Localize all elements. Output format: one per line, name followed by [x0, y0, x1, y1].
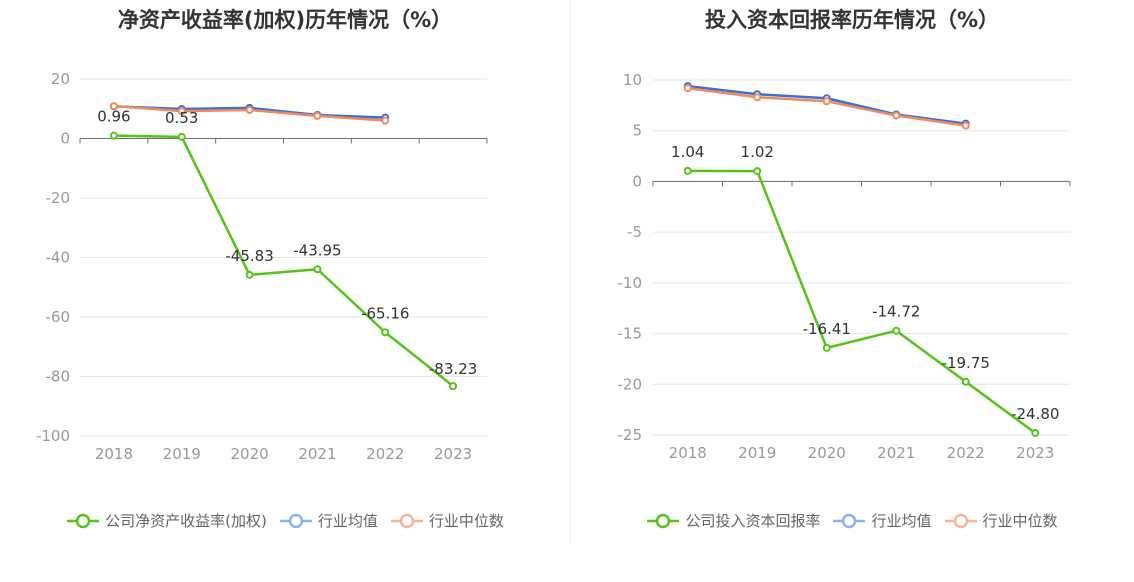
x-tick-label: 2020 [808, 444, 846, 462]
legend-label: 行业均值 [871, 512, 932, 530]
data-point [109, 102, 118, 111]
x-tick-label: 2018 [669, 444, 707, 462]
data-label: -24.80 [1011, 405, 1059, 423]
data-label: -83.23 [429, 360, 477, 378]
data-label: -45.83 [225, 247, 273, 265]
x-tick-label: 2022 [366, 445, 404, 463]
data-point [177, 107, 186, 116]
chart-title: 投入资本回报率历年情况（%） [704, 8, 1000, 32]
roic-plot: 10 5 0 -5 -10 -15 -20 -25 2018 2019 2020 2021 2022 20… [618, 71, 1071, 462]
roe-plot: 20 0 -20 -40 -60 -80 -100 2018 2019 2020 2021 2022 2… [36, 70, 488, 463]
data-point [961, 377, 970, 386]
y-tick-label: 20 [51, 70, 70, 88]
data-point [177, 132, 186, 141]
y-tick-label: -20 [46, 189, 71, 207]
x-tick-label: 2023 [1016, 444, 1054, 462]
chart-title: 净资产收益率(加权)历年情况（%） [117, 8, 453, 32]
y-tick-label: -40 [46, 249, 71, 267]
x-tick-label: 2021 [298, 445, 336, 463]
legend-label: 公司净资产收益率(加权) [105, 512, 267, 530]
y-tick-label: -20 [618, 375, 643, 393]
data-point [753, 93, 762, 102]
data-label: -65.16 [361, 304, 409, 322]
y-tick-label: -80 [46, 368, 71, 386]
data-point [1031, 428, 1040, 437]
y-tick-label: -10 [618, 274, 643, 292]
legend-item[interactable]: 行业均值 [279, 510, 378, 531]
legend-item[interactable]: 行业中位数 [944, 510, 1058, 531]
series-line [113, 134, 454, 388]
data-label: 0.53 [165, 109, 198, 127]
data-point [245, 105, 254, 114]
legend-line-circle-icon [390, 513, 423, 528]
data-point [313, 265, 322, 274]
data-point [822, 343, 831, 352]
data-label: -19.75 [942, 354, 990, 372]
y-tick-label: 0 [632, 172, 642, 190]
data-label: 0.96 [97, 108, 130, 126]
data-label: -16.41 [803, 320, 851, 338]
data-point [313, 111, 322, 120]
data-label: 1.04 [671, 143, 704, 161]
x-tick-label: 2020 [230, 445, 268, 463]
data-label: -43.95 [293, 241, 341, 259]
x-tick-label: 2022 [947, 444, 985, 462]
y-tick-label: -100 [36, 427, 70, 445]
panel-divider [569, 0, 570, 545]
legend-line-circle-icon [833, 513, 866, 528]
legend-line-circle-icon [67, 513, 100, 528]
series-line [687, 169, 1036, 434]
roe-legend: 公司净资产收益率(加权) 行业均值 行业中位数 [0, 510, 570, 531]
series-line [687, 86, 966, 127]
legend-label: 公司投入资本回报率 [685, 512, 821, 530]
data-point [683, 84, 692, 93]
y-tick-label: -60 [46, 308, 71, 326]
roic-chart-panel: 投入资本回报率历年情况（%） 10 5 0 -5 -10 -15 -20 -25 2018 201… [570, 0, 1134, 582]
y-tick-label: -25 [618, 426, 643, 444]
data-point [892, 326, 901, 335]
x-tick-label: 2023 [434, 445, 472, 463]
legend-item[interactable]: 行业均值 [832, 510, 932, 531]
y-tick-label: -5 [627, 223, 642, 241]
data-point [449, 382, 458, 391]
data-label: 1.02 [741, 143, 774, 161]
legend-item[interactable]: 公司投入资本回报率 [646, 510, 820, 531]
x-tick-label: 2019 [163, 445, 201, 463]
data-point [961, 121, 970, 130]
y-tick-label: 0 [60, 130, 70, 148]
roe-chart-panel: 净资产收益率(加权)历年情况（%） 20 0 -20 -40 -60 -80 -100 201… [0, 8, 570, 531]
y-tick-label: 5 [632, 122, 642, 140]
legend-label: 行业中位数 [982, 512, 1058, 530]
legend-item[interactable]: 公司净资产收益率(加权) [66, 510, 267, 531]
data-point [822, 97, 831, 106]
x-tick-label: 2019 [738, 444, 776, 462]
data-point [753, 167, 762, 176]
legend-label: 行业均值 [317, 512, 378, 530]
data-point [381, 116, 390, 125]
data-point [381, 328, 390, 337]
legend-item[interactable]: 行业中位数 [390, 510, 504, 531]
x-tick-label: 2018 [95, 445, 133, 463]
data-point [683, 166, 692, 175]
data-label: -14.72 [872, 303, 920, 321]
data-point [892, 111, 901, 120]
legend-line-circle-icon [279, 513, 312, 528]
data-point [109, 131, 118, 140]
x-tick-label: 2021 [877, 444, 915, 462]
y-tick-label: 10 [623, 71, 642, 89]
legend-label: 行业中位数 [428, 512, 504, 530]
y-tick-label: -15 [618, 325, 643, 343]
legend-line-circle-icon [944, 513, 977, 528]
legend-line-circle-icon [647, 513, 680, 528]
data-point [245, 270, 254, 279]
roic-legend: 公司投入资本回报率 行业均值 行业中位数 [570, 510, 1134, 531]
